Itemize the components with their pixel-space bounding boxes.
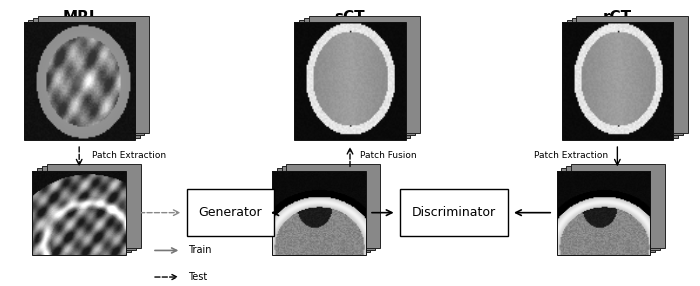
Bar — [286, 164, 380, 248]
Bar — [571, 164, 665, 248]
Bar — [567, 20, 678, 138]
Text: sCT: sCT — [335, 10, 365, 25]
Bar — [561, 168, 655, 253]
Text: MRI: MRI — [63, 10, 95, 25]
Bar — [42, 166, 136, 250]
Text: Train: Train — [188, 245, 211, 255]
Bar — [304, 18, 415, 136]
Bar — [38, 16, 149, 133]
Text: Discriminator: Discriminator — [412, 206, 496, 219]
Bar — [276, 168, 370, 253]
Bar — [295, 22, 405, 140]
Bar — [281, 166, 375, 250]
Text: Generator: Generator — [198, 206, 262, 219]
Bar — [562, 22, 673, 140]
Bar — [272, 171, 365, 255]
Bar — [400, 189, 508, 237]
Bar — [32, 171, 126, 255]
Bar — [34, 18, 144, 136]
Text: Test: Test — [188, 272, 207, 282]
Text: Patch Extraction: Patch Extraction — [92, 151, 166, 160]
Text: Patch Extraction: Patch Extraction — [534, 151, 608, 160]
Bar — [300, 20, 410, 138]
Bar — [576, 16, 687, 133]
Bar — [47, 164, 141, 248]
Bar — [29, 20, 139, 138]
Bar — [37, 168, 131, 253]
Bar — [24, 22, 134, 140]
Bar — [309, 16, 420, 133]
Text: Patch Fusion: Patch Fusion — [360, 151, 417, 160]
Bar — [571, 18, 682, 136]
Text: rCT: rCT — [603, 10, 632, 25]
Bar — [556, 171, 650, 255]
Bar — [187, 189, 274, 237]
Bar — [566, 166, 660, 250]
